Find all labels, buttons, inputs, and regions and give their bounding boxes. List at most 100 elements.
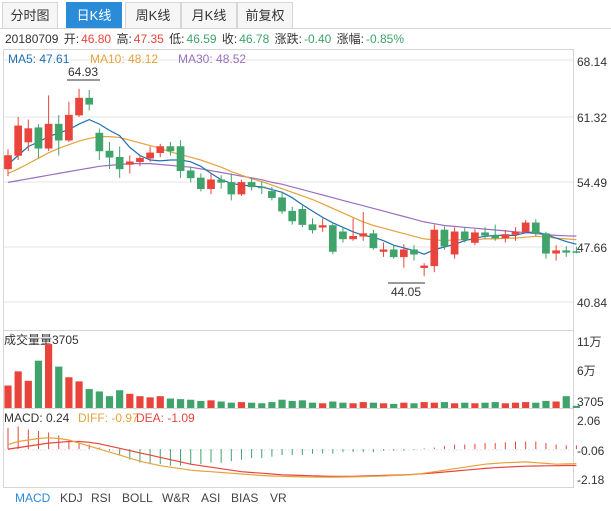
- macd-axis-label: -2.18: [577, 473, 605, 487]
- candle-body: [318, 225, 327, 228]
- candle-body: [460, 231, 469, 241]
- price-axis-label: 54.49: [577, 176, 607, 190]
- volume-bar: [176, 399, 185, 408]
- candle-body: [440, 229, 449, 247]
- macd-histogram: [7, 426, 577, 466]
- candle-body: [207, 179, 215, 189]
- macd-label: MACD: 0.24: [4, 411, 70, 425]
- high-value: 47.35: [133, 32, 164, 46]
- close-label: 收:: [221, 32, 238, 46]
- volume-bar: [572, 405, 580, 408]
- tab-intraday[interactable]: 分时图: [2, 2, 58, 28]
- tab-forward-adjusted[interactable]: 前复权: [237, 2, 293, 28]
- open-value: 46.80: [81, 32, 112, 46]
- candle-body: [491, 235, 500, 239]
- candle-body: [257, 186, 266, 189]
- ma5-line: [7, 118, 577, 255]
- candle-body: [531, 222, 540, 234]
- macd-axis-label: 2.06: [577, 414, 601, 428]
- candle-body: [24, 128, 33, 143]
- ma30-line: [7, 163, 577, 237]
- volume-bar: [14, 371, 22, 408]
- candle-body: [278, 197, 286, 212]
- candle-body: [471, 232, 479, 243]
- candle-body: [54, 123, 63, 141]
- volume-bar: [369, 402, 377, 408]
- candle-body: [14, 125, 22, 156]
- indicator-tab-wr[interactable]: W&R: [162, 491, 190, 505]
- volume-bar: [197, 400, 205, 408]
- volume-bar: [329, 401, 337, 408]
- candle-body: [349, 236, 357, 240]
- indicator-tab-kdj[interactable]: KDJ: [60, 491, 83, 505]
- volume-bar: [562, 396, 570, 408]
- candle-body: [85, 97, 94, 105]
- volume-bar: [34, 360, 43, 408]
- tab-monthly-k[interactable]: 月K线: [181, 2, 237, 28]
- volume-bar: [75, 381, 83, 408]
- candle-body: [389, 249, 398, 258]
- indicator-tab-rsi[interactable]: RSI: [91, 491, 112, 505]
- ma5-legend: MA5: 47.61: [8, 52, 70, 66]
- ma10-legend: MA10: 48.12: [90, 52, 158, 66]
- candle-body: [197, 177, 205, 189]
- price-axis-label: 68.14: [577, 55, 607, 69]
- tab-weekly-k[interactable]: 周K线: [125, 2, 181, 28]
- volume-bar: [390, 403, 398, 408]
- indicator-tab-asi[interactable]: ASI: [201, 491, 221, 505]
- volume-axis-label: 3705: [577, 395, 604, 409]
- candle-body: [125, 161, 134, 165]
- candle-body: [227, 182, 236, 195]
- volume-bar: [319, 403, 327, 408]
- grid-lines: [4, 59, 573, 451]
- candle-body: [450, 231, 459, 255]
- candle-body: [247, 182, 256, 188]
- volume-bar: [511, 402, 520, 408]
- candle-body: [572, 251, 581, 253]
- volume-bar: [95, 391, 103, 408]
- change-label: 涨跌:: [274, 32, 302, 46]
- volume-title: 成交量: [4, 332, 40, 347]
- close-value: 46.78: [239, 32, 270, 46]
- candle-body: [217, 179, 226, 183]
- indicator-tab-vr[interactable]: VR: [270, 491, 287, 505]
- volume-bar: [55, 366, 63, 408]
- tab-daily-k[interactable]: 日K线: [66, 2, 122, 28]
- indicator-tab-boll[interactable]: BOLL: [122, 491, 153, 505]
- candle-body: [562, 250, 571, 253]
- volume-bar: [187, 399, 195, 408]
- volume-bar: [85, 389, 93, 408]
- quote-date: 20180709: [5, 32, 59, 46]
- open-label: 开:: [63, 32, 80, 46]
- candle-body: [4, 155, 12, 170]
- volume-value: 量3705: [40, 333, 79, 347]
- indicator-tab-macd[interactable]: MACD: [15, 491, 51, 505]
- candle-body: [186, 170, 195, 179]
- candle-body: [136, 157, 144, 163]
- volume-bars: [4, 344, 580, 408]
- volume-bar: [308, 402, 317, 408]
- indicator-tab-bias[interactable]: BIAS: [231, 491, 259, 505]
- candle-body: [481, 232, 489, 236]
- candle-body: [369, 233, 378, 249]
- candle-body: [65, 114, 73, 141]
- volume-bar: [166, 398, 174, 408]
- volume-bar: [268, 402, 276, 408]
- volume-bar: [451, 403, 459, 408]
- volume-bar: [65, 377, 73, 408]
- volume-bar: [248, 402, 256, 408]
- low-value: 46.59: [186, 32, 217, 46]
- candle-body: [521, 222, 530, 233]
- candle-body: [400, 249, 408, 258]
- candle-body: [95, 132, 104, 152]
- volume-bar: [379, 403, 388, 408]
- candle-body: [501, 234, 510, 239]
- candle-body: [430, 229, 439, 267]
- volume-bar: [481, 402, 489, 408]
- ma-lines: [7, 118, 577, 255]
- candles: [4, 88, 581, 277]
- volume-bar: [471, 403, 479, 408]
- candle-body: [328, 225, 337, 252]
- dea-line: [7, 440, 577, 477]
